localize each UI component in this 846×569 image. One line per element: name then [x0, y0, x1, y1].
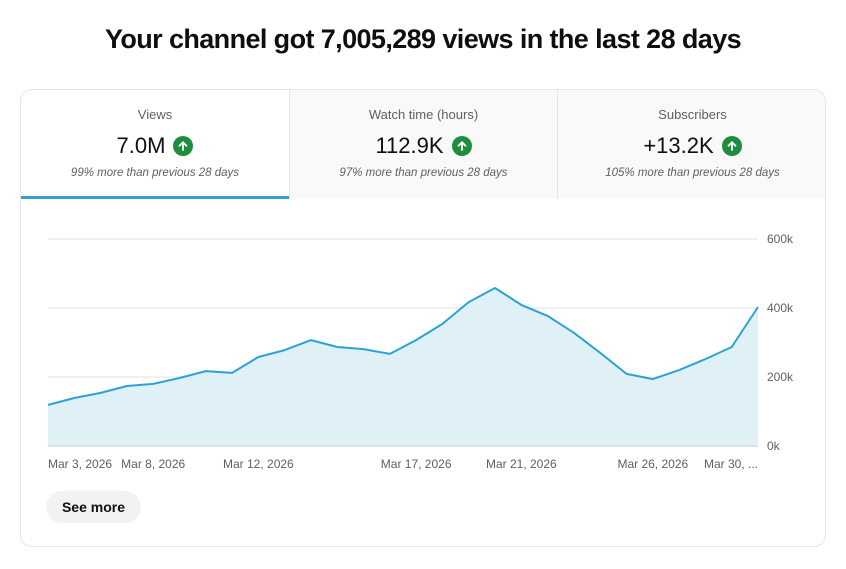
tab-value-row: 112.9K	[290, 133, 557, 159]
tab-comparison: 105% more than previous 28 days	[605, 167, 780, 179]
see-more-button[interactable]: See more	[46, 491, 141, 523]
x-tick-label: Mar 21, 2026	[486, 457, 557, 471]
metric-tabs: Views 7.0M 99% more than previous 28 day…	[21, 90, 825, 199]
x-tick-label: Mar 17, 2026	[381, 457, 452, 471]
analytics-card: Views 7.0M 99% more than previous 28 day…	[20, 89, 826, 547]
tab-value-row: 7.0M	[21, 133, 289, 159]
tab-value: 112.9K	[375, 133, 444, 158]
tab-comparison: 97% more than previous 28 days	[339, 167, 508, 179]
page-headline: Your channel got 7,005,289 views in the …	[104, 24, 742, 54]
arrow-up-circle-icon	[451, 136, 472, 156]
tab-label: Subscribers	[658, 107, 727, 122]
chart-canvas: 0k 200k 400k 600k Mar 3, 2026 Mar 8, 2026 Mar …	[47, 232, 794, 471]
views-line	[47, 287, 759, 406]
x-tick-label: Mar 30, ...	[704, 457, 758, 471]
x-tick-label: Mar 3, 2026	[48, 457, 112, 471]
tab-subscribers[interactable]: Subscribers +13.2K 105% more than previo…	[557, 90, 825, 199]
arrow-up-circle-icon	[173, 136, 194, 156]
x-tick-label: Mar 12, 2026	[223, 457, 294, 471]
tab-label: Views	[137, 107, 173, 122]
y-tick-label: 400k	[767, 301, 794, 315]
y-tick-label: 0k	[767, 439, 781, 453]
tab-label: Watch time (hours)	[368, 107, 479, 122]
arrow-up-circle-icon	[721, 136, 742, 156]
tab-value-row: +13.2K	[558, 133, 825, 159]
area-fill	[48, 288, 758, 446]
tab-comparison: 99% more than previous 28 days	[70, 167, 240, 179]
tab-views[interactable]: Views 7.0M 99% more than previous 28 day…	[21, 90, 289, 199]
x-tick-label: Mar 8, 2026	[121, 457, 185, 471]
y-tick-label: 200k	[767, 370, 794, 384]
tab-watch-time[interactable]: Watch time (hours) 112.9K 97% more than …	[289, 90, 557, 199]
y-tick-label: 600k	[767, 232, 794, 246]
views-line-chart[interactable]: 0k 200k 400k 600k Mar 3, 2026 Mar 8, 2026 Mar …	[21, 199, 825, 479]
x-tick-label: Mar 26, 2026	[617, 457, 688, 471]
tab-value: 7.0M	[116, 133, 166, 158]
tab-value: +13.2K	[643, 133, 714, 158]
